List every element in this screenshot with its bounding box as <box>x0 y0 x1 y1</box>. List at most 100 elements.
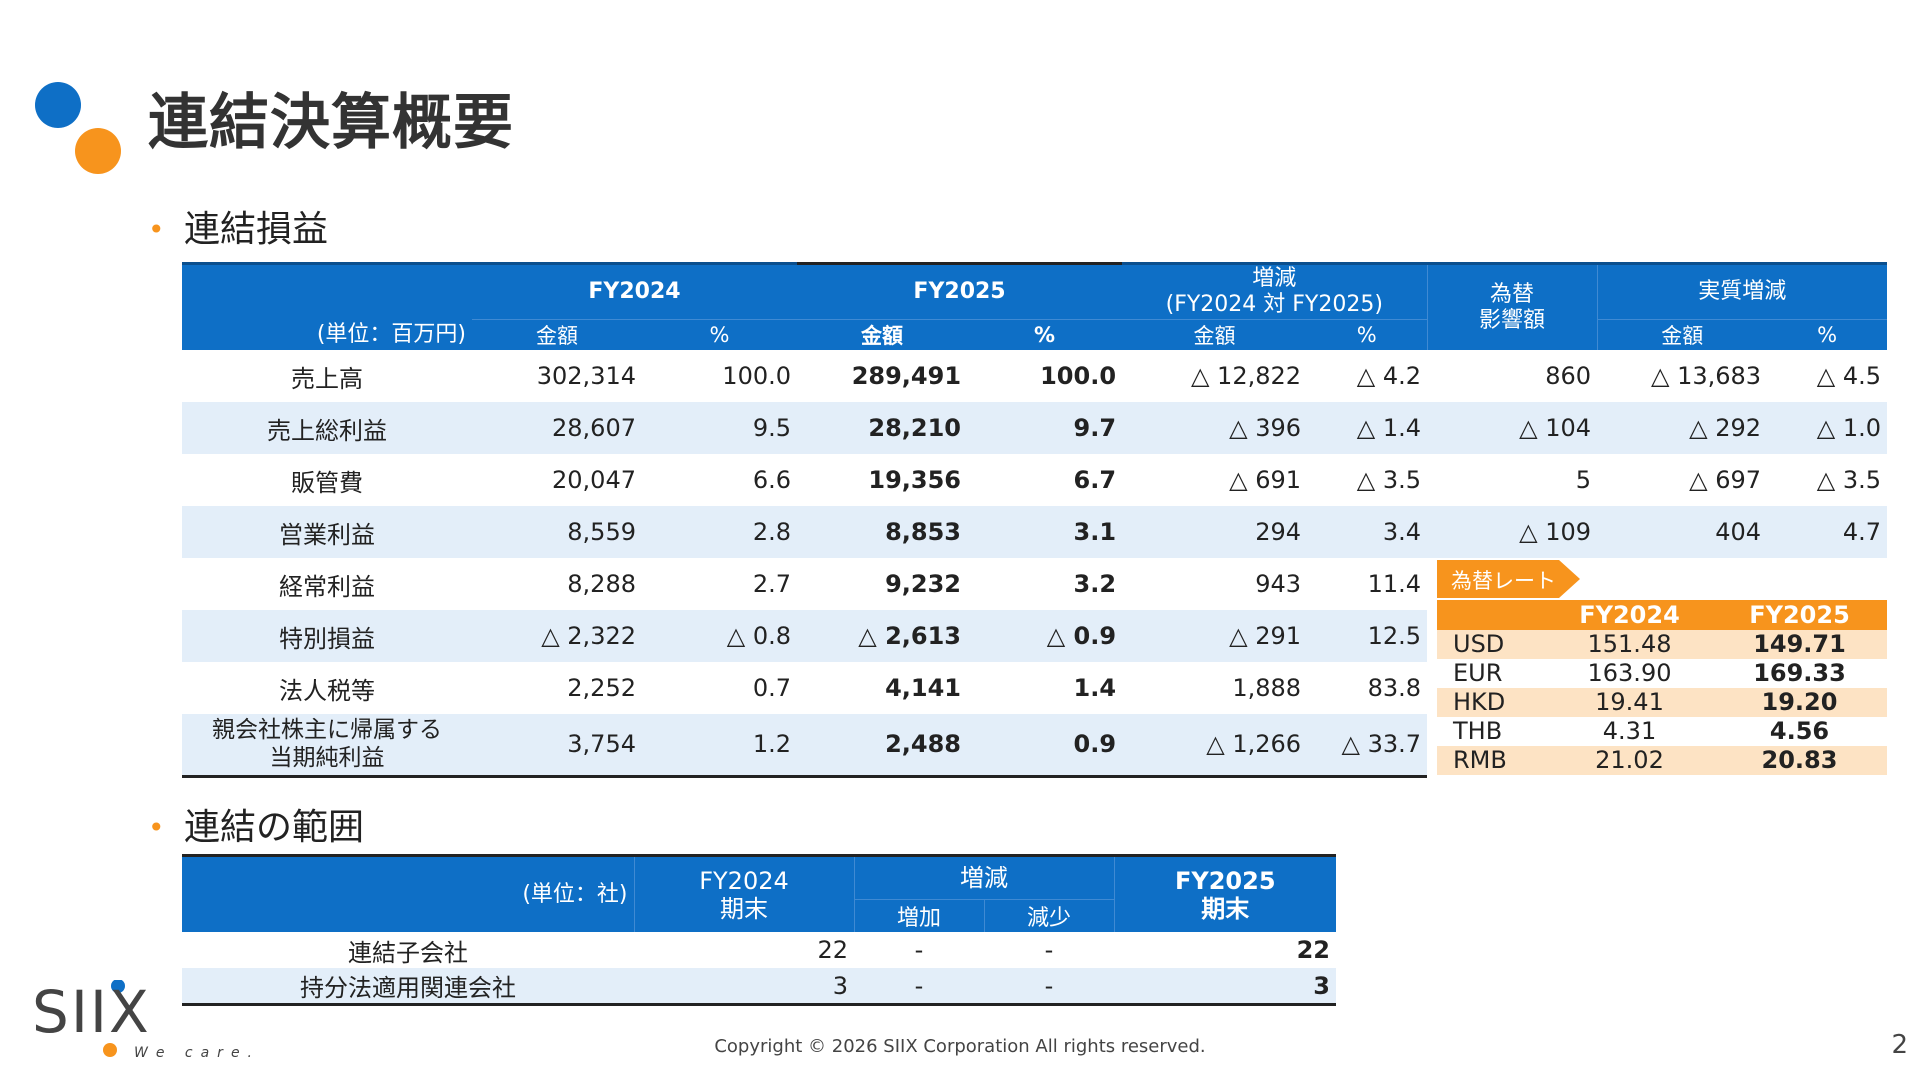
row-label: 営業利益 <box>182 506 472 558</box>
fx-header-fy24: FY2024 <box>1547 600 1712 630</box>
table-row: 販管費 20,047 6.6 19,356 6.7 △ 691 △ 3.5 5 … <box>182 454 1887 506</box>
fx-rate-table: FY2024 FY2025 USD 151.48 149.71 EUR 163.… <box>1437 600 1887 775</box>
logo-tagline: We care. <box>134 1045 252 1060</box>
fx-currency: THB <box>1453 717 1503 745</box>
pl-header-fy25: FY2025 <box>797 262 1123 320</box>
scope-header-fy25-line2: 期末 <box>1201 894 1250 923</box>
cell-fy25: 9,232 <box>885 570 962 598</box>
cell-change: 294 <box>1122 506 1308 558</box>
copyright-text: Copyright © 2026 SIIX Corporation All ri… <box>714 1036 1206 1057</box>
row-label: 法人税等 <box>279 676 375 705</box>
cell-change-pct: 3.4 <box>1307 506 1428 558</box>
cell-fy24: 20,047 <box>552 466 636 494</box>
cell-change-pct: △ 4.2 <box>1356 362 1422 390</box>
section-label: 連結の範囲 <box>184 807 365 848</box>
fx-tag-label: 為替レート <box>1451 569 1556 593</box>
fx-fy25: 169.33 <box>1753 659 1846 687</box>
scope-header-fy24-line1: FY2024 <box>699 866 789 895</box>
cell-change-pct: △ 1.4 <box>1307 402 1428 454</box>
cell-real-pct: 4.7 <box>1767 506 1888 558</box>
cell-fy24: △ 2,322 <box>472 610 642 662</box>
title-dot-orange <box>75 128 121 174</box>
bullet-icon: • <box>148 213 165 246</box>
scope-table: (単位：社) FY2024 期末 増減 FY2025 期末 増加 減少 連結子会… <box>182 854 1336 1006</box>
cell-fy25: 3 <box>1114 968 1336 1006</box>
cell-fy25: 19,356 <box>868 466 962 494</box>
cell-fy24: 2,252 <box>567 674 636 702</box>
pl-sub-amount: 金額 <box>1122 319 1308 350</box>
pl-sub-pct: % <box>642 319 798 350</box>
fx-tag-arrow-shape <box>1437 560 1580 598</box>
fx-currency: EUR <box>1453 659 1503 687</box>
cell-fy24: 302,314 <box>536 362 636 390</box>
table-row: 営業利益 8,559 2.8 8,853 3.1 294 3.4 △ 109 4… <box>182 506 1888 558</box>
section-label: 連結損益 <box>184 209 329 250</box>
row-label: 販管費 <box>291 468 363 497</box>
table-row: 持分法適用関連会社 3 - - 3 <box>182 968 1336 1006</box>
table-row: 連結子会社 22 - - 22 <box>182 932 1336 968</box>
siix-logo: SIIX We care. <box>32 978 252 1061</box>
cell-fy24-pct: 1.2 <box>642 714 798 778</box>
scope-header-fy24: FY2024 期末 <box>633 854 854 932</box>
fx-row: EUR 163.90 169.33 <box>1437 659 1887 688</box>
pl-sub-amount: 金額 <box>797 319 968 350</box>
scope-header-fy24-line2: 期末 <box>720 894 768 923</box>
fx-row: HKD 19.41 19.20 <box>1437 688 1887 717</box>
cell-real: △ 292 <box>1597 402 1768 454</box>
row-label-line2: 当期純利益 <box>269 745 385 772</box>
pl-header-fx-line2: 影響額 <box>1479 307 1546 333</box>
fx-fy25: 20.83 <box>1712 746 1887 775</box>
fx-rate-tag: 為替レート <box>1437 560 1580 598</box>
table-row: 売上総利益 28,607 9.5 28,210 9.7 △ 396 △ 1.4 … <box>182 402 1888 454</box>
cell-change-pct: △ 3.5 <box>1356 466 1422 494</box>
cell-real-pct: △ 3.5 <box>1816 466 1882 494</box>
cell-fx: △ 109 <box>1427 506 1598 558</box>
cell-change: △ 691 <box>1229 466 1302 494</box>
cell-fy24: 3 <box>634 968 854 1006</box>
fx-fy24: 163.90 <box>1587 659 1672 687</box>
cell-fy24-pct: 0.7 <box>752 674 792 702</box>
scope-header-decrease: 減少 <box>983 899 1114 932</box>
title-dot-blue <box>35 82 81 128</box>
siix-logo-graphic: SIIX We care. <box>32 978 252 1061</box>
cell-change: △ 1,266 <box>1122 714 1308 778</box>
row-label: 売上高 <box>291 364 363 393</box>
cell-fy24: 22 <box>817 936 848 964</box>
pl-header-fx: 為替 影響額 <box>1426 262 1598 350</box>
cell-fy24-pct: 6.6 <box>752 466 792 494</box>
row-label: 親会社株主に帰属する 当期純利益 <box>182 714 472 778</box>
pl-header-fy24: FY2024 <box>472 262 798 320</box>
scope-header-increase: 増加 <box>853 899 984 932</box>
fx-header-fy25: FY2025 <box>1712 600 1887 630</box>
cell-change-pct: 12.5 <box>1307 610 1428 662</box>
scope-header-fy25: FY2025 期末 <box>1113 854 1336 932</box>
cell-fy25-pct: 0.9 <box>967 714 1123 778</box>
cell-fy24: 8,559 <box>472 506 642 558</box>
cell-real: 404 <box>1597 506 1768 558</box>
fx-fy24: 19.41 <box>1547 688 1712 717</box>
pl-sub-pct: % <box>1767 319 1888 350</box>
cell-fx: 5 <box>1575 466 1592 494</box>
row-label-line1: 親会社株主に帰属する <box>212 717 442 744</box>
cell-fy25: 4,141 <box>885 674 962 702</box>
pl-sub-amount: 金額 <box>1596 319 1768 350</box>
cell-decrease: - <box>984 968 1114 1006</box>
row-label: 持分法適用関連会社 <box>182 968 634 1006</box>
cell-fy24: 8,288 <box>567 570 636 598</box>
cell-real: △ 13,683 <box>1650 362 1762 390</box>
cell-fy25-pct: 100.0 <box>1040 362 1117 390</box>
page-title: 連結決算概要 <box>148 88 514 158</box>
fx-header-blank <box>1437 600 1547 630</box>
fx-fy24: 21.02 <box>1547 746 1712 775</box>
cell-change-pct: 11.4 <box>1367 570 1422 598</box>
cell-decrease: - <box>1044 936 1054 964</box>
row-label: 特別損益 <box>182 610 472 662</box>
cell-fy25-pct: 9.7 <box>967 402 1123 454</box>
pl-header-change-line2: (FY2024 対 FY2025) <box>1165 292 1383 317</box>
cell-change: 943 <box>1255 570 1302 598</box>
pl-sub-amount: 金額 <box>472 319 642 350</box>
cell-fy25-pct: 3.1 <box>967 506 1123 558</box>
cell-real-pct: △ 4.5 <box>1816 362 1882 390</box>
fx-fy25: 149.71 <box>1712 630 1887 659</box>
cell-fy25: 289,491 <box>851 362 962 390</box>
